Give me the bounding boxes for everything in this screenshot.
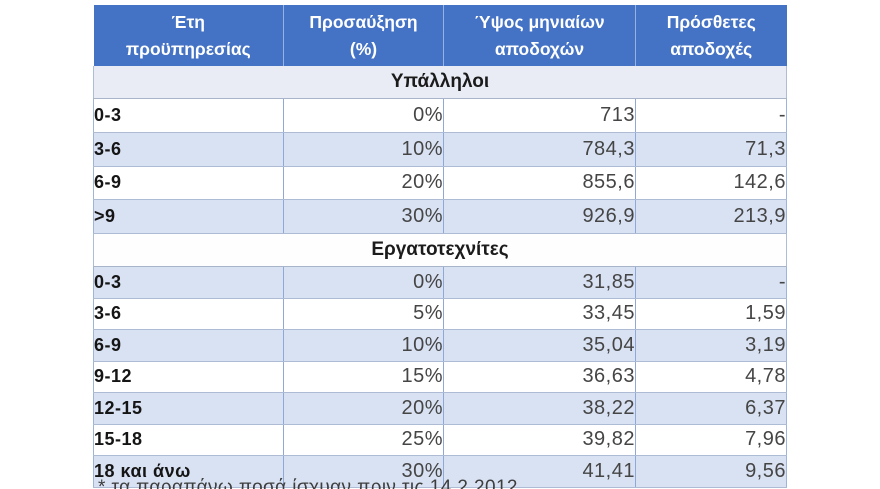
cell-years: 12-15 xyxy=(93,392,284,425)
cell-years: 6-9 xyxy=(93,166,284,201)
column-header-extra-line2: αποδοχές xyxy=(670,38,753,59)
wage-table: Έτη προϋπηρεσίας Προσαύξηση (%) Ύψος μην… xyxy=(93,5,787,488)
cell-years: 3-6 xyxy=(93,298,284,331)
cell-monthly: 926,9 xyxy=(443,199,636,235)
cell-increment: 10% xyxy=(283,329,444,362)
column-header-increment-line1: Προσαύξηση xyxy=(309,11,418,32)
cell-monthly: 784,3 xyxy=(443,132,636,167)
cell-extra: 6,37 xyxy=(635,392,787,425)
cell-years: 18 και άνω xyxy=(93,455,284,488)
cell-increment: 30% xyxy=(283,199,444,235)
cell-extra: 71,3 xyxy=(635,132,787,167)
column-header-monthly: Ύψος μηνιαίων αποδοχών xyxy=(443,5,636,66)
cell-monthly: 36,63 xyxy=(443,361,636,394)
section-header-workers: Εργατοτεχνίτες xyxy=(93,233,787,268)
table-row: 3-6 10% 784,3 71,3 xyxy=(93,132,787,167)
column-header-years: Έτη προϋπηρεσίας xyxy=(93,5,284,66)
cell-extra: - xyxy=(635,98,787,133)
table-row: 15-18 25% 39,82 7,96 xyxy=(93,424,787,457)
header-row: Έτη προϋπηρεσίας Προσαύξηση (%) Ύψος μην… xyxy=(93,5,787,66)
cell-monthly: 35,04 xyxy=(443,329,636,362)
cell-years: 3-6 xyxy=(93,132,284,167)
cell-years: 9-12 xyxy=(93,361,284,394)
cell-extra: - xyxy=(635,266,787,299)
cell-increment: 30% xyxy=(283,455,444,488)
cell-extra: 213,9 xyxy=(635,199,787,235)
cell-monthly: 31,85 xyxy=(443,266,636,299)
cell-increment: 20% xyxy=(283,392,444,425)
table-row: 9-12 15% 36,63 4,78 xyxy=(93,361,787,394)
column-header-extra: Πρόσθετες αποδοχές xyxy=(635,5,787,66)
cell-years: 0-3 xyxy=(93,266,284,299)
cell-extra: 9,56 xyxy=(635,455,787,488)
cell-years: 0-3 xyxy=(93,98,284,133)
column-header-years-line1: Έτη xyxy=(171,11,205,32)
table-row: 12-15 20% 38,22 6,37 xyxy=(93,392,787,425)
cell-extra: 142,6 xyxy=(635,166,787,201)
cell-monthly: 41,41 xyxy=(443,455,636,488)
cell-monthly: 855,6 xyxy=(443,166,636,201)
cell-years: 15-18 xyxy=(93,424,284,457)
cell-increment: 0% xyxy=(283,266,444,299)
table-row: 0-3 0% 713 - xyxy=(93,98,787,133)
cell-monthly: 38,22 xyxy=(443,392,636,425)
table-row: 3-6 5% 33,45 1,59 xyxy=(93,298,787,331)
wage-table-container: Έτη προϋπηρεσίας Προσαύξηση (%) Ύψος μην… xyxy=(93,5,787,488)
cell-monthly: 713 xyxy=(443,98,636,133)
column-header-increment: Προσαύξηση (%) xyxy=(283,5,444,66)
cell-monthly: 33,45 xyxy=(443,298,636,331)
cell-increment: 10% xyxy=(283,132,444,167)
column-header-monthly-line1: Ύψος μηνιαίων xyxy=(474,11,605,32)
cell-increment: 20% xyxy=(283,166,444,201)
cell-increment: 5% xyxy=(283,298,444,331)
section-title: Εργατοτεχνίτες xyxy=(93,233,787,268)
column-header-monthly-line2: αποδοχών xyxy=(494,38,585,59)
table-row: 0-3 0% 31,85 - xyxy=(93,266,787,299)
column-header-years-line2: προϋπηρεσίας xyxy=(125,38,251,59)
table-row: 6-9 10% 35,04 3,19 xyxy=(93,329,787,362)
column-header-increment-line2: (%) xyxy=(349,38,378,59)
table-row: 6-9 20% 855,6 142,6 xyxy=(93,166,787,201)
cell-increment: 25% xyxy=(283,424,444,457)
cell-extra: 3,19 xyxy=(635,329,787,362)
cell-extra: 1,59 xyxy=(635,298,787,331)
cell-years: 6-9 xyxy=(93,329,284,362)
section-header-employees: Υπάλληλοι xyxy=(93,66,787,99)
cell-monthly: 39,82 xyxy=(443,424,636,457)
cell-increment: 15% xyxy=(283,361,444,394)
cell-increment: 0% xyxy=(283,98,444,133)
cell-years: >9 xyxy=(93,199,284,235)
footnote: * τα παραπάνω ποσά ίσχυαν πριν τις 14.2.… xyxy=(98,477,518,489)
table-row: >9 30% 926,9 213,9 xyxy=(93,199,787,235)
table-row: 18 και άνω 30% 41,41 9,56 xyxy=(93,455,787,488)
cell-extra: 4,78 xyxy=(635,361,787,394)
section-title: Υπάλληλοι xyxy=(93,66,787,99)
column-header-extra-line1: Πρόσθετες xyxy=(666,11,756,32)
cell-extra: 7,96 xyxy=(635,424,787,457)
